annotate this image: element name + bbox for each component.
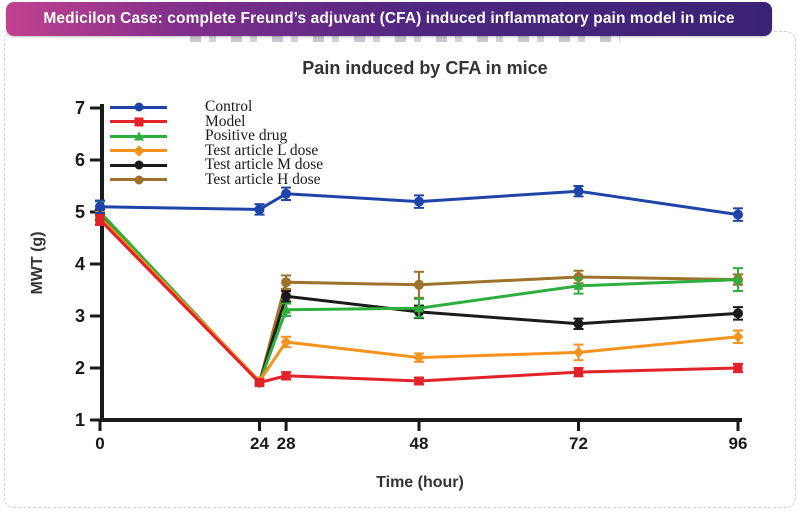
axes: 1 2 3 4 5 6 7 0 24 28 48 72 96 [75,98,747,453]
x-axis-label: Time (hour) [376,474,464,491]
svg-text:1: 1 [75,410,85,430]
legend-item-test-h-dose: Test article H dose [110,170,323,188]
legend-label: Test article L dose [205,141,319,159]
svg-text:48: 48 [410,434,429,453]
legend-swatch-positive-drug [110,131,167,142]
svg-text:6: 6 [75,150,85,170]
banner-title: Medicilon Case: complete Freund’s adjuva… [6,2,772,36]
legend-swatch-test-h-dose [110,174,167,185]
svg-text:5: 5 [75,202,85,222]
legend-item-test-m-dose: Test article M dose [110,156,324,174]
legend-swatch-control [110,102,167,113]
svg-text:28: 28 [277,434,296,453]
svg-text:0: 0 [95,434,104,453]
legend-item-test-l-dose: Test article L dose [110,141,323,159]
legend-label: Model [205,112,246,130]
series-control [95,185,743,222]
series-model [95,213,743,388]
legend-label: Positive drug [205,127,288,145]
legend-label: Control [205,98,253,116]
legend-swatch-model [110,116,167,127]
svg-text:7: 7 [75,98,85,118]
chart-legend: Control Model Positive drug Test article… [110,98,324,188]
svg-text:2: 2 [75,358,85,378]
legend-item-model: Model [110,112,323,130]
svg-text:3: 3 [75,306,85,326]
legend-label: Test article M dose [205,156,324,174]
legend-swatch-test-m-dose [110,160,167,171]
svg-text:4: 4 [75,254,85,274]
legend-item-positive-drug: Positive drug [110,127,323,145]
legend-item-control: Control [110,98,323,116]
legend-label: Test article H dose [205,170,321,188]
chart-title: Pain induced by CFA in mice [302,58,548,78]
clipped-text-remnant [190,36,620,42]
legend-swatch-test-l-dose [110,145,167,157]
svg-text:24: 24 [250,434,269,453]
svg-text:96: 96 [729,434,748,453]
svg-text:72: 72 [569,434,588,453]
